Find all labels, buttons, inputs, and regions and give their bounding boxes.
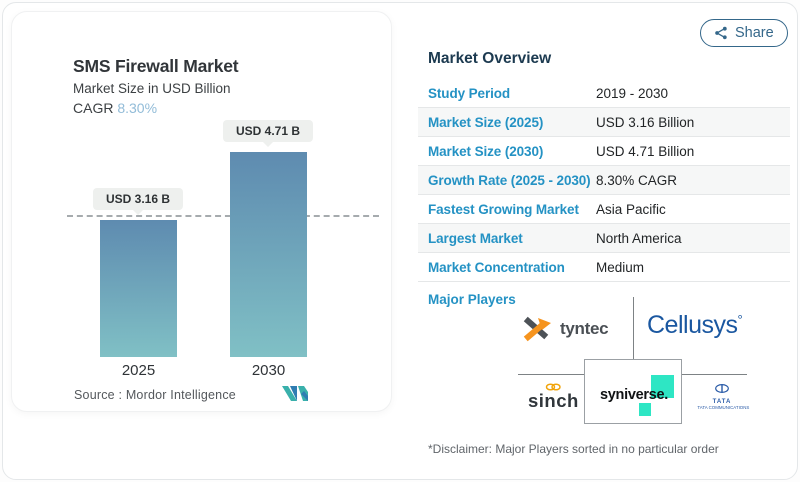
row-value: 2019 - 2030 [596, 85, 669, 101]
syniverse-logo: syniverse. [584, 359, 682, 424]
row-label: Largest Market [428, 230, 523, 246]
tyntec-wordmark: tyntec [560, 319, 609, 338]
table-row-largest-market: Largest Market North America [418, 224, 790, 253]
source-attribution: Source : Mordor Intelligence [74, 388, 236, 402]
value-label-2030: USD 4.71 B [222, 120, 314, 142]
cellusys-wordmark: Cellusys [647, 311, 738, 339]
row-value: USD 4.71 Billion [596, 143, 695, 159]
tyntec-icon [523, 316, 551, 342]
tata-communications-logo: TATA TATA COMMUNICATIONS [694, 380, 750, 411]
market-overview-table: Study Period 2019 - 2030 Market Size (20… [418, 79, 790, 282]
share-label: Share [735, 25, 774, 41]
tata-wordmark: TATA [712, 399, 732, 405]
row-label: Study Period [428, 85, 511, 101]
cellusys-degree-mark: ° [737, 312, 743, 327]
mordor-intelligence-logo-icon [282, 386, 308, 401]
players-vertical-divider [633, 297, 634, 360]
table-row-market-size-2030: Market Size (2030) USD 4.71 Billion [418, 137, 790, 166]
table-row-fastest-growing-market: Fastest Growing Market Asia Pacific [418, 195, 790, 224]
major-players-label: Major Players [428, 292, 516, 307]
row-label: Market Size (2030) [428, 143, 544, 159]
row-label: Growth Rate (2025 - 2030) [428, 172, 591, 188]
tata-emblem-icon [715, 383, 729, 394]
cagr-label: CAGR [73, 100, 114, 116]
bar-2025 [100, 220, 177, 357]
row-label: Fastest Growing Market [428, 201, 579, 217]
syniverse-square-small [639, 403, 651, 416]
row-value: 8.30% CAGR [596, 172, 678, 188]
chart-title: SMS Firewall Market [73, 56, 239, 76]
cellusys-logo: Cellusys° [647, 311, 743, 340]
sinch-logo: sinch [528, 383, 579, 412]
row-value: USD 3.16 Billion [596, 114, 695, 130]
table-row-study-period: Study Period 2019 - 2030 [418, 79, 790, 108]
row-value: Medium [596, 259, 645, 275]
reference-dashed-line [67, 215, 379, 217]
table-row-growth-rate: Growth Rate (2025 - 2030) 8.30% CAGR [418, 166, 790, 195]
table-row-market-size-2025: Market Size (2025) USD 3.16 Billion [418, 108, 790, 137]
chart-cagr-line: CAGR 8.30% [73, 100, 157, 116]
chart-subtitle: Market Size in USD Billion [73, 81, 231, 96]
syniverse-wordmark: syniverse. [600, 387, 668, 403]
disclaimer-text: *Disclaimer: Major Players sorted in no … [428, 442, 719, 456]
table-row-market-concentration: Market Concentration Medium [418, 253, 790, 282]
row-value: North America [596, 230, 682, 246]
row-label: Market Size (2025) [428, 114, 544, 130]
axis-label-2025: 2025 [121, 362, 156, 379]
market-chart-card: SMS Firewall Market Market Size in USD B… [11, 11, 392, 412]
sinch-coil-icon [545, 383, 561, 391]
sinch-wordmark: sinch [528, 390, 579, 411]
bar-2030 [230, 152, 307, 357]
axis-label-2030: 2030 [251, 362, 286, 379]
row-value: Asia Pacific [596, 201, 666, 217]
overview-heading: Market Overview [428, 50, 552, 67]
cagr-value: 8.30% [117, 100, 158, 116]
share-button[interactable]: Share [700, 19, 788, 47]
syniverse-square-large [651, 375, 674, 398]
tyntec-logo: tyntec [522, 316, 609, 342]
share-icon [715, 26, 727, 40]
tata-communications-wordmark: TATA COMMUNICATIONS [697, 405, 750, 411]
value-label-2025: USD 3.16 B [92, 188, 184, 210]
row-label: Market Concentration [428, 259, 565, 275]
